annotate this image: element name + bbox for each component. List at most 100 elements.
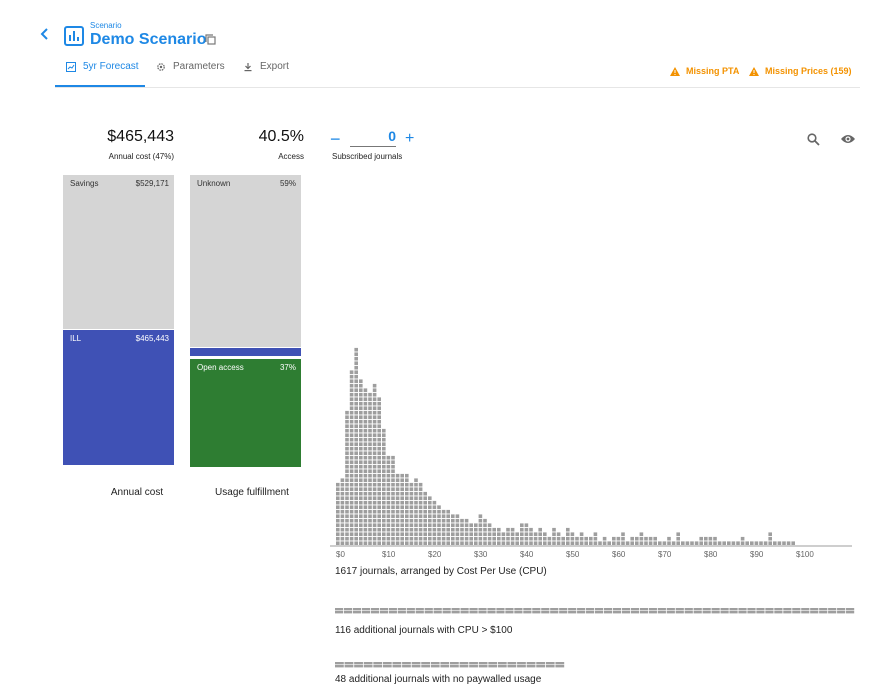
journal-square[interactable] — [377, 433, 381, 437]
journal-square[interactable] — [386, 536, 391, 541]
journal-square[interactable] — [377, 496, 381, 500]
journal-square[interactable] — [747, 611, 756, 614]
journal-square[interactable] — [386, 460, 391, 464]
journal-square[interactable] — [547, 536, 552, 541]
journal-square[interactable] — [667, 536, 671, 541]
journal-square[interactable] — [368, 518, 372, 523]
journal-square[interactable] — [765, 608, 774, 611]
journal-square[interactable] — [409, 527, 414, 532]
journal-square[interactable] — [363, 532, 368, 536]
journal-square[interactable] — [368, 433, 372, 437]
journal-square[interactable] — [368, 397, 372, 401]
journal-square[interactable] — [406, 608, 415, 611]
journal-square[interactable] — [662, 541, 667, 545]
journal-square[interactable] — [359, 527, 363, 532]
histogram-bin[interactable] — [543, 532, 547, 545]
histogram-bin[interactable] — [423, 491, 427, 545]
warning-missing-pta[interactable]: Missing PTA — [670, 66, 739, 76]
journal-square[interactable] — [446, 541, 450, 545]
journal-square[interactable] — [363, 518, 368, 523]
journal-square[interactable] — [451, 518, 455, 523]
journal-square[interactable] — [382, 487, 386, 491]
journal-square[interactable] — [423, 541, 427, 545]
journal-square[interactable] — [441, 536, 446, 541]
histogram-bin[interactable] — [722, 541, 726, 545]
journal-square[interactable] — [349, 527, 354, 532]
histogram-bin[interactable] — [644, 536, 648, 545]
histogram-bin[interactable] — [731, 541, 736, 545]
journal-square[interactable] — [460, 527, 464, 532]
journal-square[interactable] — [382, 464, 386, 469]
journal-square[interactable] — [593, 532, 598, 536]
journal-square[interactable] — [354, 424, 358, 428]
journal-square[interactable] — [368, 496, 372, 500]
journal-square[interactable] — [526, 662, 536, 665]
journal-square[interactable] — [344, 665, 354, 668]
journal-square[interactable] — [455, 518, 460, 523]
journal-square[interactable] — [699, 541, 703, 545]
journal-square[interactable] — [483, 536, 487, 541]
journal-square[interactable] — [584, 541, 588, 545]
histogram-bin[interactable] — [694, 541, 699, 545]
journal-square[interactable] — [363, 392, 368, 397]
journal-square[interactable] — [386, 527, 391, 532]
histogram-bin[interactable] — [773, 541, 777, 545]
histogram-bin[interactable] — [382, 428, 386, 545]
journal-square[interactable] — [819, 608, 828, 611]
journal-square[interactable] — [556, 536, 561, 541]
journal-square[interactable] — [372, 536, 377, 541]
journal-square[interactable] — [621, 532, 625, 536]
journal-square[interactable] — [555, 662, 565, 665]
journal-square[interactable] — [372, 442, 377, 446]
histogram-bin[interactable] — [625, 541, 630, 545]
journal-square[interactable] — [391, 514, 395, 518]
journal-square[interactable] — [428, 496, 432, 500]
journal-square[interactable] — [368, 460, 372, 464]
journal-square[interactable] — [354, 437, 358, 442]
journal-square[interactable] — [395, 478, 400, 482]
journal-square[interactable] — [363, 397, 368, 401]
journal-square[interactable] — [354, 433, 358, 437]
journal-square[interactable] — [777, 541, 782, 545]
journal-square[interactable] — [729, 611, 738, 614]
histogram-bin[interactable] — [474, 523, 478, 545]
journal-square[interactable] — [400, 518, 404, 523]
journal-square[interactable] — [418, 523, 423, 527]
journal-square[interactable] — [478, 608, 487, 611]
journal-square[interactable] — [702, 611, 711, 614]
journal-square[interactable] — [354, 401, 358, 406]
histogram-bin[interactable] — [414, 478, 418, 545]
journal-square[interactable] — [363, 460, 368, 464]
journal-square[interactable] — [598, 541, 602, 545]
journal-square[interactable] — [791, 541, 795, 545]
journal-square[interactable] — [377, 491, 381, 496]
histogram-bin[interactable] — [589, 536, 593, 545]
journal-square[interactable] — [828, 608, 837, 611]
journal-square[interactable] — [414, 514, 418, 518]
journal-square[interactable] — [474, 541, 478, 545]
journal-square[interactable] — [372, 464, 377, 469]
journal-square[interactable] — [382, 455, 386, 460]
tab-export[interactable]: Export — [243, 61, 289, 85]
journal-square[interactable] — [359, 437, 363, 442]
journal-square[interactable] — [377, 442, 381, 446]
journal-square[interactable] — [428, 514, 432, 518]
journal-square[interactable] — [405, 482, 409, 487]
journal-square[interactable] — [336, 527, 340, 532]
journal-square[interactable] — [405, 518, 409, 523]
journal-square[interactable] — [630, 611, 640, 614]
journal-square[interactable] — [765, 611, 774, 614]
journal-square[interactable] — [349, 433, 354, 437]
histogram-bin[interactable] — [740, 536, 745, 545]
journal-square[interactable] — [455, 523, 460, 527]
journal-square[interactable] — [566, 527, 570, 532]
histogram-bin[interactable] — [451, 514, 455, 545]
journal-square[interactable] — [501, 541, 506, 545]
journal-square[interactable] — [391, 536, 395, 541]
journal-square[interactable] — [368, 514, 372, 518]
journal-square[interactable] — [372, 433, 377, 437]
journal-square[interactable] — [630, 541, 634, 545]
journal-square[interactable] — [722, 541, 726, 545]
journal-square[interactable] — [354, 442, 358, 446]
journal-square[interactable] — [414, 505, 418, 509]
